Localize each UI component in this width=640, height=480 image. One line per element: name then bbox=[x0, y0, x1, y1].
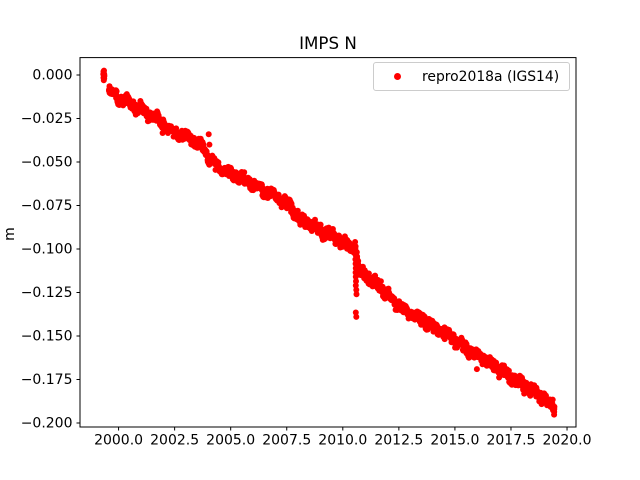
y-tick-label: −0.075 bbox=[21, 198, 73, 214]
y-tick-label: −0.175 bbox=[21, 372, 73, 388]
y-tick-label: −0.050 bbox=[21, 154, 73, 170]
x-tick-label: 2015.0 bbox=[430, 433, 479, 449]
chart-title: IMPS N bbox=[299, 33, 357, 53]
tick-labels: 2000.0 2002.5 2005.0 2007.5 2010.0 2012.5 2015… bbox=[21, 67, 592, 448]
x-tick-label: 2017.5 bbox=[486, 433, 535, 449]
legend: repro2018a (IGS14) bbox=[373, 62, 570, 91]
y-tick-label: −0.025 bbox=[21, 111, 73, 127]
y-tick-label: −0.125 bbox=[21, 285, 73, 301]
legend-marker-icon bbox=[394, 73, 401, 80]
y-tick-label: −0.200 bbox=[21, 415, 73, 431]
x-tick-label: 2012.5 bbox=[374, 433, 423, 449]
x-tick-label: 2000.0 bbox=[94, 433, 143, 449]
y-tick-label: 0.000 bbox=[32, 67, 72, 83]
legend-label: repro2018a (IGS14) bbox=[422, 68, 560, 85]
tick-marks bbox=[76, 74, 568, 431]
x-tick-label: 2010.0 bbox=[318, 433, 367, 449]
axes-frame bbox=[79, 57, 577, 428]
y-tick-label: −0.150 bbox=[21, 328, 73, 344]
x-tick-label: 2002.5 bbox=[150, 433, 199, 449]
x-tick-label: 2007.5 bbox=[262, 433, 311, 449]
x-tick-label: 2020.0 bbox=[543, 433, 592, 449]
x-tick-label: 2005.0 bbox=[206, 433, 255, 449]
y-tick-label: −0.100 bbox=[21, 241, 73, 257]
scatter-points bbox=[100, 67, 558, 418]
